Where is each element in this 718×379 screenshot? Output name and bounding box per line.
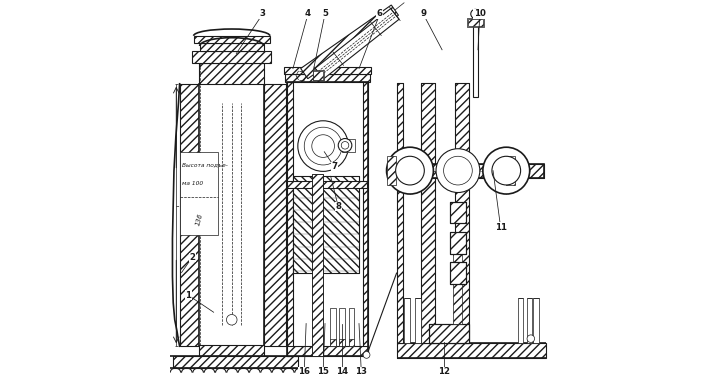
Bar — [312, 174, 323, 356]
Text: 5: 5 — [322, 9, 328, 19]
Bar — [455, 83, 469, 343]
Bar — [449, 262, 466, 284]
Bar — [330, 309, 335, 346]
Bar — [397, 83, 403, 343]
Circle shape — [304, 127, 342, 165]
Bar — [349, 309, 355, 346]
Bar — [330, 339, 335, 346]
Text: 3: 3 — [260, 9, 266, 19]
Bar — [467, 19, 483, 27]
Text: 4: 4 — [305, 9, 311, 19]
Bar — [449, 232, 466, 254]
Circle shape — [226, 315, 237, 325]
Bar — [342, 139, 355, 152]
Bar — [200, 42, 264, 51]
Bar — [467, 18, 484, 27]
Bar — [264, 84, 286, 346]
Bar — [404, 298, 411, 343]
Circle shape — [363, 351, 370, 358]
Text: 10: 10 — [474, 9, 486, 19]
Bar — [287, 82, 293, 356]
Bar — [340, 309, 345, 346]
Bar — [386, 156, 396, 185]
Text: 1: 1 — [185, 291, 191, 300]
Bar — [506, 156, 516, 185]
Polygon shape — [301, 5, 398, 79]
Text: 7: 7 — [332, 162, 337, 171]
Text: 13: 13 — [355, 367, 368, 376]
Bar — [192, 51, 271, 63]
Text: 2: 2 — [189, 253, 195, 262]
Bar — [340, 339, 345, 346]
Circle shape — [386, 147, 434, 194]
Bar — [200, 63, 264, 84]
Circle shape — [444, 156, 472, 185]
Circle shape — [312, 135, 335, 157]
Bar — [455, 83, 469, 343]
Bar — [363, 82, 368, 356]
Text: 14: 14 — [336, 367, 348, 376]
Bar — [349, 339, 355, 346]
Polygon shape — [315, 9, 399, 79]
Bar — [293, 176, 359, 273]
Bar — [312, 70, 324, 80]
Text: 136: 136 — [195, 213, 204, 227]
Circle shape — [436, 149, 480, 193]
Bar — [449, 262, 466, 284]
Bar — [421, 83, 434, 343]
Bar — [287, 346, 368, 356]
Text: Высота подъе-: Высота подъе- — [182, 162, 228, 167]
Bar — [453, 251, 462, 324]
Bar — [401, 164, 544, 178]
Bar — [194, 36, 270, 42]
Bar — [429, 324, 469, 343]
Bar — [293, 176, 359, 273]
Circle shape — [338, 138, 352, 152]
Bar — [518, 298, 523, 343]
Bar — [287, 181, 367, 188]
Circle shape — [298, 121, 348, 171]
Text: 15: 15 — [317, 367, 329, 376]
Circle shape — [471, 9, 480, 19]
Circle shape — [483, 147, 530, 194]
Bar — [200, 84, 264, 346]
Circle shape — [396, 156, 424, 185]
Text: 11: 11 — [495, 223, 507, 232]
Bar — [285, 74, 370, 82]
Bar — [312, 174, 323, 356]
Bar — [287, 82, 368, 356]
Text: 6: 6 — [377, 9, 383, 19]
Circle shape — [527, 335, 535, 343]
Bar — [527, 298, 532, 343]
Bar — [429, 324, 469, 343]
Text: 8: 8 — [335, 202, 341, 211]
Bar — [421, 83, 434, 343]
Bar — [449, 232, 466, 254]
Bar — [449, 202, 466, 224]
Bar — [397, 83, 403, 343]
Text: ма 100: ма 100 — [182, 181, 203, 186]
Bar — [473, 11, 477, 16]
Bar — [533, 298, 538, 343]
Text: 9: 9 — [420, 9, 426, 19]
Bar — [313, 70, 323, 80]
Bar — [397, 343, 546, 357]
Circle shape — [492, 156, 521, 185]
Bar — [284, 67, 371, 74]
Text: 16: 16 — [298, 367, 310, 376]
Text: 12: 12 — [438, 367, 450, 376]
Bar — [401, 164, 544, 178]
Bar — [180, 152, 218, 235]
Bar — [473, 14, 477, 97]
Circle shape — [341, 141, 349, 149]
Bar — [449, 202, 466, 224]
Bar — [173, 356, 298, 368]
Bar — [180, 84, 200, 346]
Bar — [200, 345, 264, 357]
Bar — [415, 298, 421, 343]
